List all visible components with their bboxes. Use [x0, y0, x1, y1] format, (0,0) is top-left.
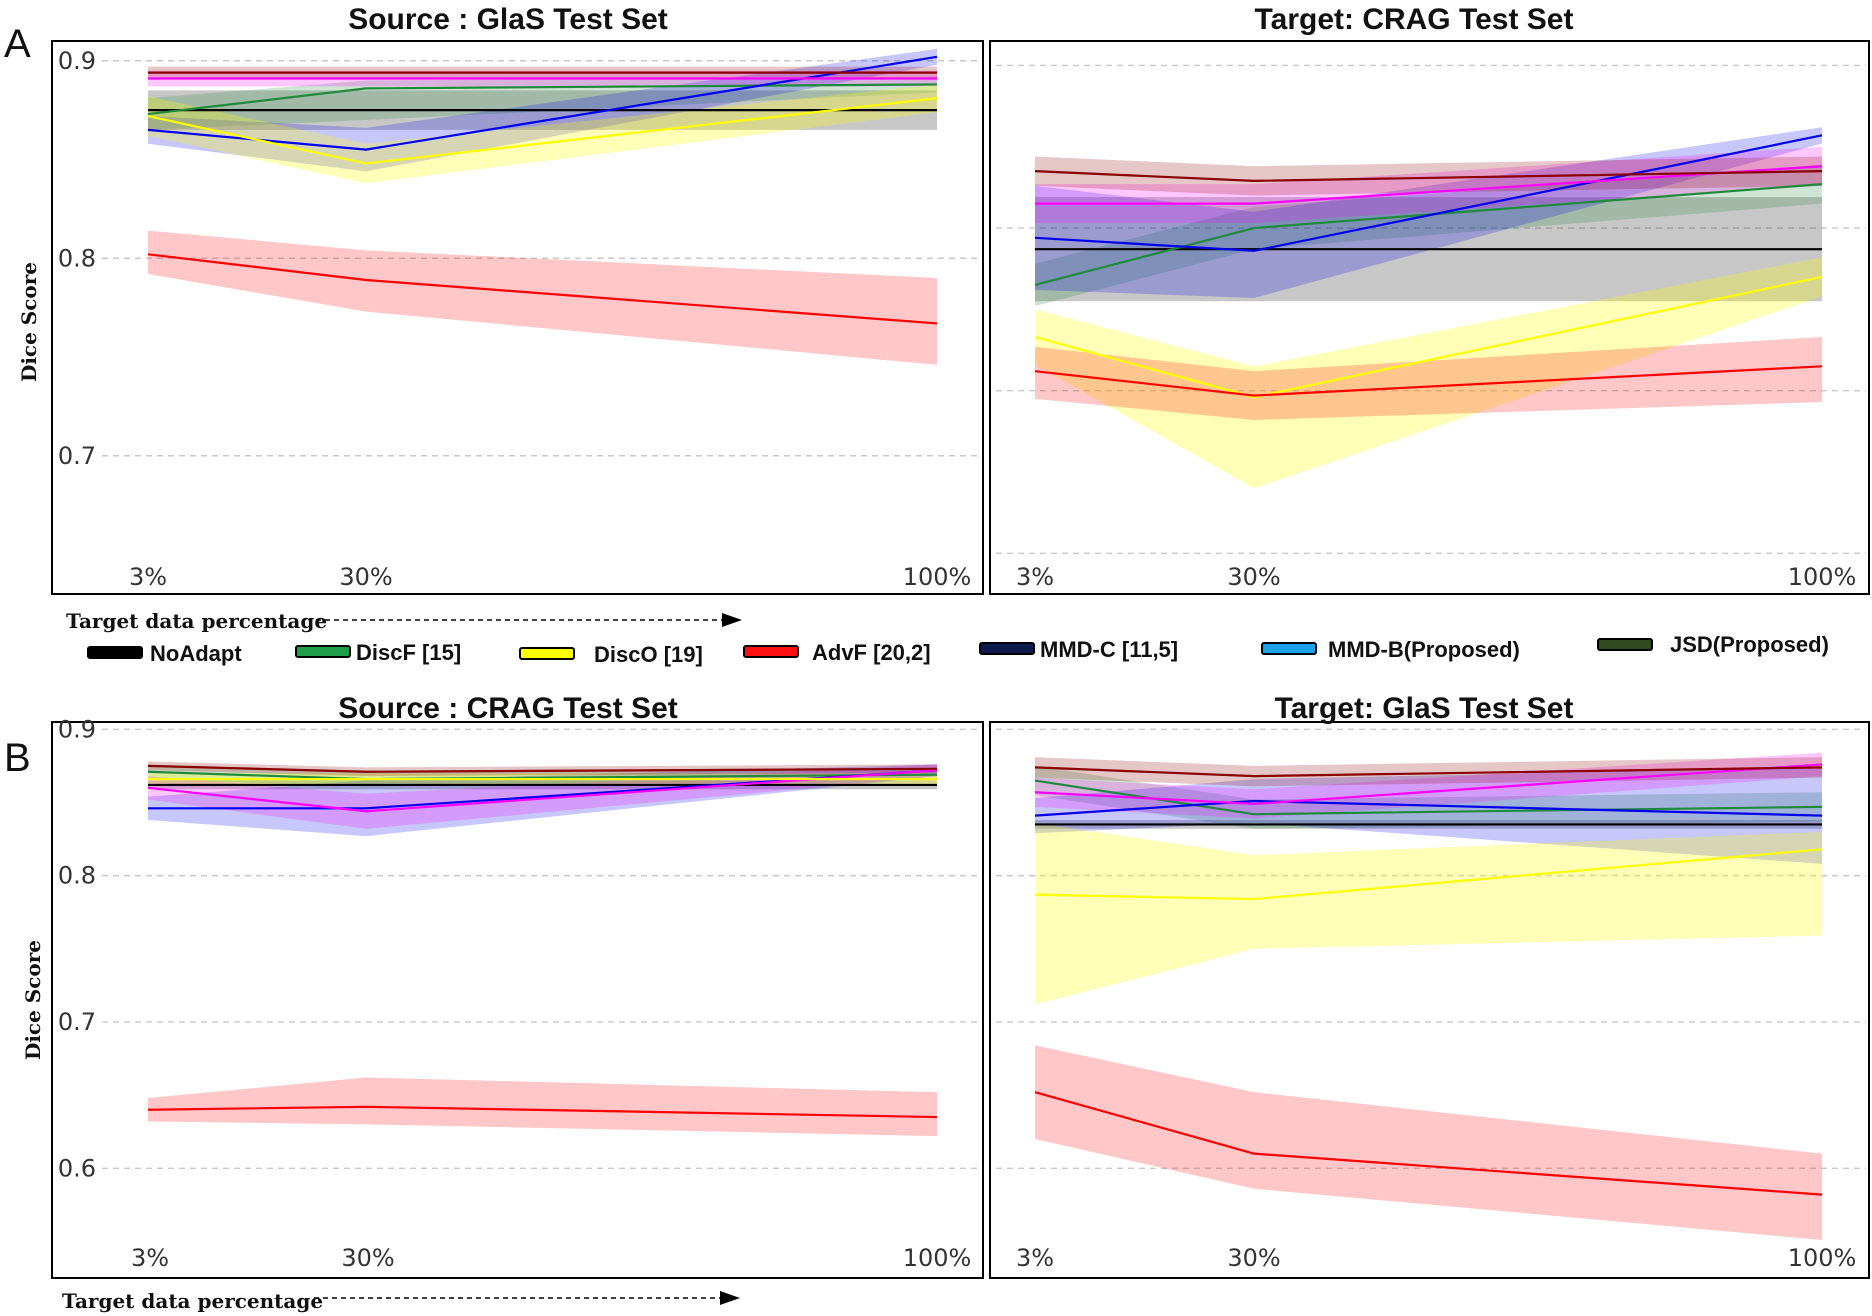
- band-disco-19-: [1035, 822, 1822, 1005]
- legend-label-mmd-b: MMD-B(Proposed): [1328, 637, 1520, 662]
- x-tick-label: 3%: [1016, 563, 1054, 591]
- legend-swatch-disco: [519, 647, 575, 660]
- legend-label-jsd: JSD(Proposed): [1670, 632, 1829, 657]
- legend-swatch-discf: [295, 645, 351, 658]
- band-mmd-c-11-5-: [1035, 127, 1822, 298]
- band-disco-19-: [1035, 257, 1822, 489]
- x-tick-label: 30%: [1227, 563, 1280, 591]
- band-advf-20-2-: [148, 230, 937, 365]
- x-axis-arrowhead-a: [722, 613, 742, 627]
- band-jsd-proposed-: [148, 761, 937, 777]
- x-tick-label: 3%: [129, 563, 167, 591]
- panel-letter-b: B: [4, 736, 31, 780]
- plots-layer: 0.9 0.8 0.7 3% 30% 100% 3% 30% 100% 0.9 0.8 0.7 0.6 3…: [58, 47, 1866, 1272]
- y-tick-label: 0.6: [58, 1154, 96, 1182]
- x-tick-label: 30%: [1227, 1244, 1280, 1272]
- y-tick-label: 0.9: [58, 715, 96, 743]
- band-jsd-proposed-: [1035, 156, 1822, 196]
- plot-frame-source-crag: [51, 721, 984, 1279]
- legend-label-advf: AdvF [20,2]: [812, 640, 931, 665]
- y-axis-label-a: Dice Score: [17, 262, 41, 382]
- chart-target-crag: 3% 30% 100%: [996, 64, 1866, 591]
- x-axis-arrowhead-b: [720, 1291, 740, 1305]
- legend-label-mmd-c: MMD-C [11,5]: [1040, 637, 1178, 662]
- chart-source-crag: 0.9 0.8 0.7 0.6 3% 30% 100%: [58, 715, 980, 1272]
- legend-swatch-mmd-b: [1261, 642, 1317, 655]
- x-tick-label: 100%: [903, 1244, 972, 1272]
- legend-swatch-noadapt: [87, 646, 143, 659]
- y-tick-label: 0.9: [58, 47, 96, 75]
- plot-frame-source-glas: [51, 40, 984, 595]
- chart-title-target-glas: Target: GlaS Test Set: [1275, 692, 1574, 725]
- band-mmd-c-11-5-: [1035, 767, 1822, 864]
- y-tick-label: 0.7: [58, 1008, 96, 1036]
- x-axis-label-b: Target data percentage: [62, 1289, 323, 1313]
- x-tick-label: 100%: [1788, 1244, 1857, 1272]
- chart-target-glas: 3% 30% 100%: [996, 728, 1866, 1272]
- x-axis-label-a: Target data percentage: [66, 609, 327, 633]
- legend-label-disco: DiscO [19]: [594, 642, 703, 667]
- legend-swatch-jsd: [1597, 638, 1653, 651]
- y-tick-label: 0.8: [58, 244, 96, 272]
- x-tick-label: 100%: [1788, 563, 1857, 591]
- plot-frame-target-glas: [989, 721, 1870, 1279]
- band-advf-20-2-: [148, 1077, 937, 1137]
- x-tick-label: 3%: [1016, 1244, 1054, 1272]
- legend-label-noadapt: NoAdapt: [150, 641, 242, 666]
- x-tick-label: 100%: [903, 563, 972, 591]
- band-advf-20-2-: [1035, 337, 1822, 420]
- x-tick-label: 30%: [339, 563, 392, 591]
- chart-source-glas: 0.9 0.8 0.7 3% 30% 100%: [58, 47, 980, 591]
- y-tick-label: 0.8: [58, 862, 96, 890]
- band-discf-15-: [1035, 765, 1822, 829]
- y-tick-label: 0.7: [58, 442, 96, 470]
- legend-label-discf: DiscF [15]: [356, 640, 461, 665]
- y-axis-label-b: Dice Score: [21, 940, 45, 1060]
- chart-title-source-glas: Source : GlaS Test Set: [348, 3, 668, 36]
- band-advf-20-2-: [1035, 1045, 1822, 1240]
- x-tick-label: 3%: [131, 1244, 169, 1272]
- chart-title-target-crag: Target: CRAG Test Set: [1255, 3, 1574, 36]
- panel-letter-a: A: [4, 22, 31, 66]
- legend: NoAdapt DiscF [15] DiscO [19] AdvF [20,2…: [87, 632, 1829, 667]
- chart-title-source-crag: Source : CRAG Test Set: [338, 692, 678, 725]
- legend-swatch-advf: [743, 645, 799, 658]
- x-tick-label: 30%: [341, 1244, 394, 1272]
- plot-frame-target-crag: [989, 40, 1870, 595]
- legend-swatch-mmd-c: [979, 642, 1035, 655]
